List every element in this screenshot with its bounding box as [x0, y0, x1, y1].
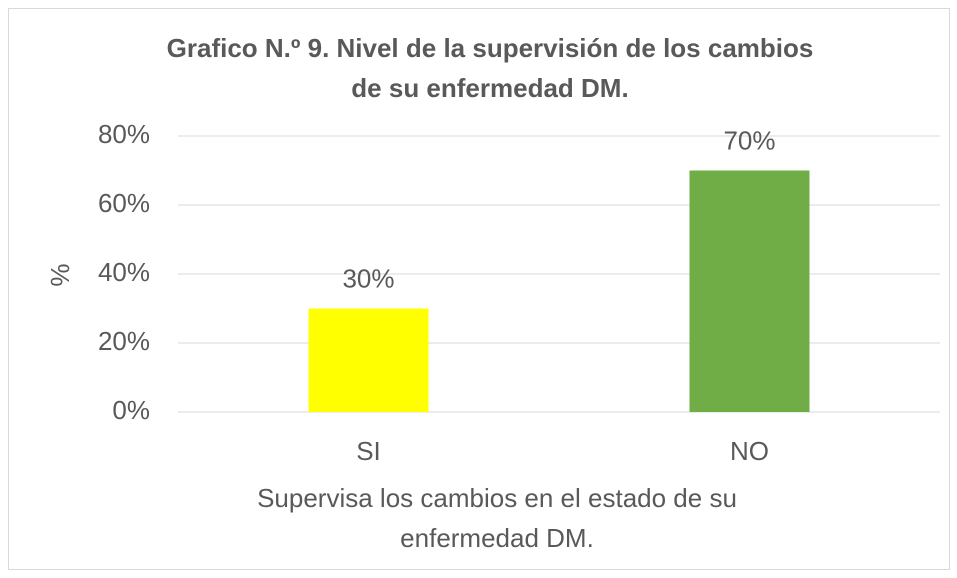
y-tick-label: 80% [98, 119, 150, 149]
y-tick-label: 60% [98, 188, 150, 218]
data-label: 70% [723, 125, 775, 155]
x-tick-label: SI [356, 436, 381, 466]
chart-title: Grafico N.º 9. Nivel de la supervisión d… [166, 33, 814, 103]
y-tick-label: 20% [98, 326, 150, 356]
x-tick-label: NO [730, 436, 769, 466]
y-axis-label: % [45, 263, 75, 286]
data-label: 30% [342, 263, 394, 293]
bar [689, 170, 810, 412]
y-tick-label: 40% [98, 257, 150, 287]
y-tick-label: 0% [112, 395, 150, 425]
bar [308, 308, 429, 412]
x-axis-label: Supervisa los cambios en el estado de su… [257, 483, 737, 553]
